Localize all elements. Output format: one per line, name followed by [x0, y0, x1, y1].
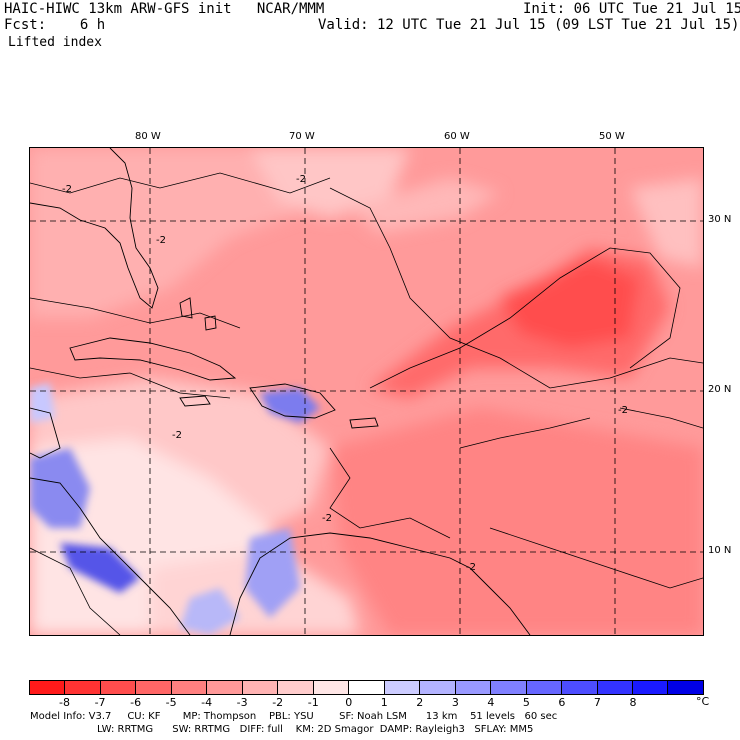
valid-time: Valid: 12 UTC Tue 21 Jul 15 (09 LST Tue …	[318, 17, 740, 33]
colorbar-swatch	[668, 681, 703, 694]
colorbar-swatch	[100, 681, 137, 694]
contour-label: -2	[466, 562, 476, 573]
colorbar-tick-label: -6	[130, 696, 142, 709]
colorbar-tick-label: 5	[522, 696, 530, 709]
colorbar-swatch	[632, 681, 669, 694]
colorbar	[29, 680, 704, 695]
colorbar-tick-label: 6	[558, 696, 566, 709]
lon-label-60w: 60 W	[444, 131, 470, 142]
colorbar-tick-label: 8	[629, 696, 637, 709]
lon-label-70w: 70 W	[289, 131, 315, 142]
colorbar-tick-label: -1	[307, 696, 319, 709]
lat-label-20n: 20 N	[708, 384, 732, 395]
colorbar-swatch	[562, 681, 598, 694]
lat-label-10n: 10 N	[708, 545, 732, 556]
contour-label: -2	[62, 184, 72, 195]
model-title: HAIC-HIWC 13km ARW-GFS init NCAR/MMM	[4, 1, 325, 17]
colorbar-swatch	[420, 681, 456, 694]
lon-label-50w: 50 W	[599, 131, 625, 142]
colorbar-tick-label: -4	[201, 696, 213, 709]
colorbar-tick-label: 1	[380, 696, 388, 709]
colorbar-tick-label: 3	[451, 696, 459, 709]
field-name: Lifted index	[8, 35, 102, 50]
init-time: Init: 06 UTC Tue 21 Jul 15	[523, 1, 740, 17]
contour-label: -2	[296, 174, 306, 185]
colorbar-swatch	[171, 681, 208, 694]
model-info-line2: LW: RRTMG SW: RRTMG DIFF: full KM: 2D Sm…	[97, 724, 534, 735]
colorbar-tick-label: 4	[487, 696, 495, 709]
colorbar-tick-label: -8	[59, 696, 70, 709]
colorbar-swatch	[207, 681, 243, 694]
colorbar-swatch	[491, 681, 527, 694]
forecast-hour: Fcst: 6 h	[4, 17, 106, 33]
colorbar-tick-label: 7	[593, 696, 601, 709]
model-info-line1: Model Info: V3.7 CU: KF MP: Thompson PBL…	[30, 711, 558, 722]
lat-label-30n: 30 N	[708, 214, 732, 225]
colorbar-tick-label: 0	[345, 696, 353, 709]
lon-label-80w: 80 W	[135, 131, 161, 142]
colorbar-swatch	[242, 681, 279, 694]
colorbar-swatch	[384, 681, 421, 694]
colorbar-tick-label: -3	[236, 696, 248, 709]
colorbar-swatch	[65, 681, 101, 694]
colorbar-tick-label: -7	[94, 696, 106, 709]
contour-label: -2	[618, 405, 628, 416]
colorbar-tick-label: 2	[416, 696, 424, 709]
lifted-index-map: -2 -2 -2 -2 -2 -2 -2	[29, 147, 704, 636]
colorbar-tick-label: -2	[272, 696, 284, 709]
contour-label: -2	[156, 235, 166, 246]
colorbar-swatch	[526, 681, 563, 694]
colorbar-swatch	[597, 681, 633, 694]
contour-label: -2	[172, 430, 182, 441]
colorbar-swatch	[30, 681, 66, 694]
colorbar-swatch	[455, 681, 492, 694]
colorbar-tick-label: -5	[165, 696, 177, 709]
colorbar-swatch	[136, 681, 172, 694]
colorbar-unit: °C	[696, 695, 710, 708]
colorbar-swatch	[278, 681, 314, 694]
colorbar-swatch	[313, 681, 350, 694]
contour-label: -2	[322, 513, 332, 524]
colorbar-swatch	[349, 681, 385, 694]
